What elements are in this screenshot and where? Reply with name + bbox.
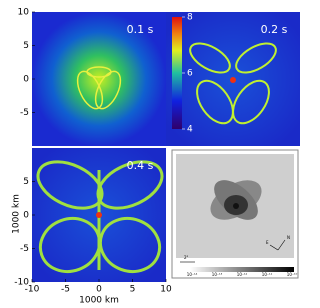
north-arrow: [277, 239, 286, 251]
photo-colorbar: [190, 267, 294, 272]
y-axis-label: 1000 km: [12, 194, 22, 234]
photo-bar-label: 10⁻¹⁰: [287, 272, 298, 277]
y-tick-label: -5: [20, 244, 29, 254]
panel-label: 0.4 s: [127, 159, 154, 172]
x-tick-label: -5: [61, 285, 70, 295]
x-axis-label: 1000 km: [79, 296, 119, 306]
photo-bar-label: 10⁻¹¹: [262, 272, 273, 277]
panel-label: 0.1 s: [127, 23, 154, 36]
x-tick-label: 0: [96, 285, 102, 295]
colorbar: [172, 17, 182, 129]
panel-1: [32, 12, 166, 146]
core: [230, 77, 236, 83]
y-tick-label: -10: [14, 278, 29, 288]
x-tick-label: 10: [160, 285, 172, 295]
y-tick-label: -5: [20, 108, 29, 118]
colorbar-tick-label: 4: [187, 125, 193, 135]
colorbar-tick-label: 6: [187, 69, 193, 79]
y-tick-label: 5: [23, 177, 29, 187]
photo-bar-label: 10⁻¹²: [237, 272, 248, 277]
nebula: [210, 180, 262, 220]
jets-3: [36, 160, 164, 273]
x-tick-label: 5: [130, 285, 136, 295]
jets-2: [189, 42, 277, 125]
y-tick-label: 5: [23, 41, 29, 51]
x-tick-label: -10: [25, 285, 40, 295]
north-label: N: [287, 235, 290, 240]
east-label: E: [266, 240, 269, 245]
photo-bar-label: 10⁻¹⁴: [187, 272, 198, 277]
y-tick-label: 10: [18, 8, 30, 18]
y-tick-label: 0: [23, 211, 29, 221]
y-tick-label: 0: [23, 75, 29, 85]
colorbar-tick-label: 8: [187, 13, 193, 23]
photo-bar-label: 10⁻¹³: [212, 272, 223, 277]
scale-label: 2": [184, 255, 189, 260]
panel-label: 0.2 s: [261, 23, 288, 36]
jets-1: [76, 66, 122, 110]
core: [96, 212, 102, 218]
east-arrow: [269, 244, 279, 251]
